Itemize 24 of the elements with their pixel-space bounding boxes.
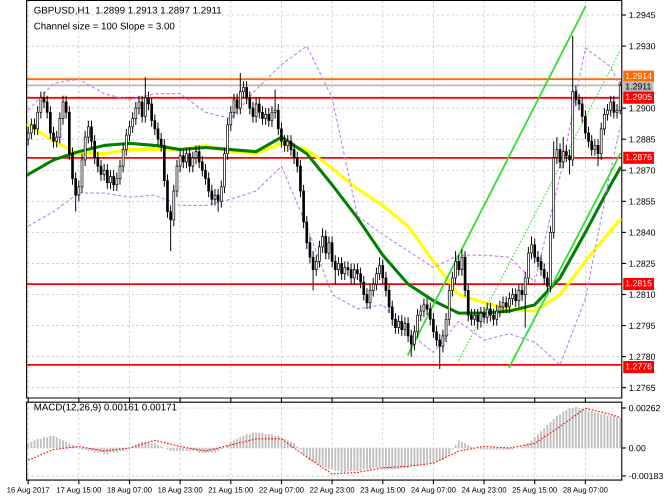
ref-line-label: 1.2911 [626,83,651,90]
y-tick-label: 0.00 [629,445,646,452]
y-tick-label: 1.2930 [629,43,656,50]
ref-line-label: 1.2876 [626,154,652,160]
y-tick-label: 1.2825 [629,260,656,267]
y-tick-label: -0.00183 [629,472,663,480]
text: GBPUSD,H1 1.2899 1.2913 1.2897 1.2911 [34,6,222,15]
y-tick-label: 0.00262 [629,405,660,412]
y-tick-label: 1.2840 [629,229,656,236]
y-tick-label: 1.2900 [629,105,656,112]
y-tick-label: 1.2810 [629,292,656,298]
ref-line-label: 1.2914 [626,72,652,79]
annotation: Channel size = 100 Slope = 3.00 [34,22,174,32]
y-tick-label: 1.2885 [629,136,656,142]
y-tick-label: 1.2795 [629,322,656,329]
ref-line-label: 1.2776 [626,363,652,370]
ref-line-label: 1.2905 [626,94,652,100]
y-tick-label: 1.2765 [629,384,656,391]
y-tick-label: 1.2945 [629,12,656,18]
chart-title: MACD(12,26,9) 0.00161 0.00171 [34,403,176,412]
ref-line-label: 1.2815 [626,280,652,286]
y-tick-label: 1.2870 [629,167,656,174]
y-tick-label: 1.2780 [629,354,656,360]
y-tick-label: 1.2855 [629,198,656,205]
